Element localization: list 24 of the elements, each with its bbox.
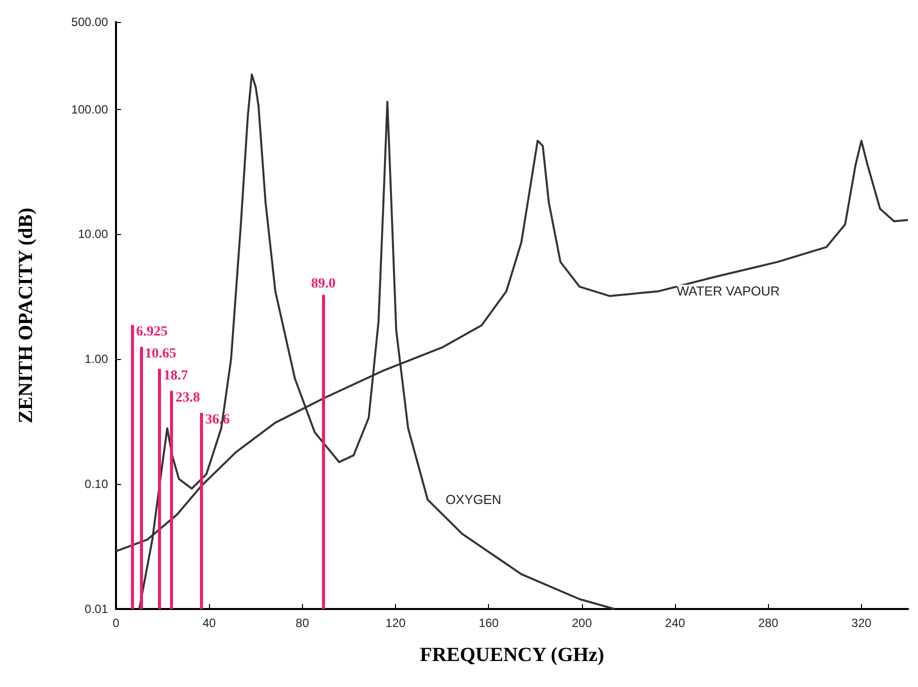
- x-tick-label: 200: [572, 616, 592, 630]
- x-axis-title: FREQUENCY (GHz): [420, 644, 604, 666]
- y-axis-title: ZENITH OPACITY (dB): [15, 208, 37, 424]
- ref-line-label: 6.925: [136, 324, 168, 340]
- x-tick-label: 280: [758, 616, 779, 630]
- x-tick-label: 320: [851, 616, 872, 630]
- ref-line-label: 89.0: [311, 276, 336, 292]
- ref-line-label: 23.8: [175, 390, 200, 406]
- y-tick-label: 0.10: [84, 477, 108, 492]
- y-tick-label: 0.01: [84, 602, 108, 616]
- ref-line-label: 18.7: [164, 368, 188, 384]
- x-tick-label: 160: [478, 616, 500, 630]
- x-tick-label: 120: [386, 616, 406, 630]
- y-tick-label: 100.00: [71, 102, 108, 116]
- y-tick-label: 10.00: [78, 227, 108, 242]
- ref-line-label: 10.65: [144, 346, 176, 362]
- x-tick-label: 80: [296, 616, 310, 630]
- annotation: OXYGEN: [446, 492, 502, 508]
- y-tick-label: 500.00: [71, 15, 108, 29]
- x-tick-label: 0: [112, 616, 120, 630]
- x-tick-label: 40: [202, 616, 216, 630]
- x-tick-label: 240: [665, 616, 686, 630]
- annotation: WATER VAPOUR: [676, 284, 780, 299]
- y-tick-label: 1.00: [84, 352, 108, 366]
